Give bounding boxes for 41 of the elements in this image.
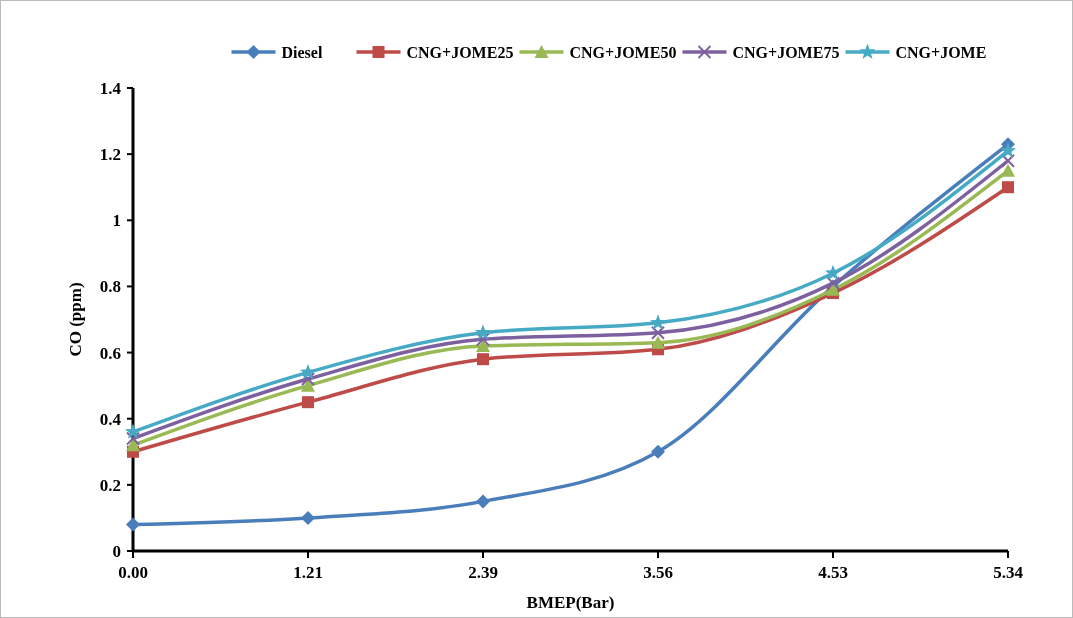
point: [126, 517, 140, 532]
point: [1002, 181, 1014, 194]
y-tick-label: 1: [112, 211, 121, 231]
point: [474, 324, 492, 340]
point: [1001, 153, 1015, 168]
y-tick-label: 0.6: [99, 343, 121, 363]
point: [824, 264, 842, 281]
x-tick-label: 5.34: [993, 563, 1024, 582]
point: [651, 325, 665, 340]
legend-label: CNG+JOME75: [732, 43, 840, 61]
point: [651, 444, 665, 459]
point: [301, 510, 315, 525]
legend-label: CNG+JOME: [895, 43, 987, 61]
x-tick-label: 1.21: [293, 563, 323, 582]
point: [476, 332, 490, 347]
x-tick-label: 3.56: [643, 563, 673, 582]
legend-label: CNG+JOME25: [406, 43, 514, 61]
y-tick-label: 0.2: [99, 475, 121, 495]
point: [477, 353, 489, 366]
x-tick-label: 4.53: [818, 563, 848, 582]
legend-label: CNG+JOME50: [569, 43, 677, 61]
point: [126, 438, 140, 452]
y-tick-label: 0.8: [99, 277, 121, 297]
point: [999, 142, 1017, 158]
point: [649, 314, 667, 330]
point: [476, 494, 490, 509]
y-tick-label: 1.2: [99, 145, 121, 165]
point: [302, 396, 314, 409]
x-tick-label: 0.00: [118, 563, 148, 582]
y-tick-label: 0: [112, 541, 121, 561]
y-tick-label: 0.4: [99, 409, 122, 429]
point: [301, 372, 315, 387]
point: [1001, 163, 1015, 177]
point: [651, 335, 665, 349]
y-axis-title: CO (ppm): [66, 282, 85, 357]
x-axis-title: BMEP(Bar): [526, 593, 615, 612]
point: [301, 378, 315, 392]
point: [126, 431, 140, 446]
y-tick-label: 1.4: [99, 78, 122, 98]
x-tick-label: 2.39: [468, 563, 498, 582]
legend-label: Diesel: [281, 43, 323, 61]
